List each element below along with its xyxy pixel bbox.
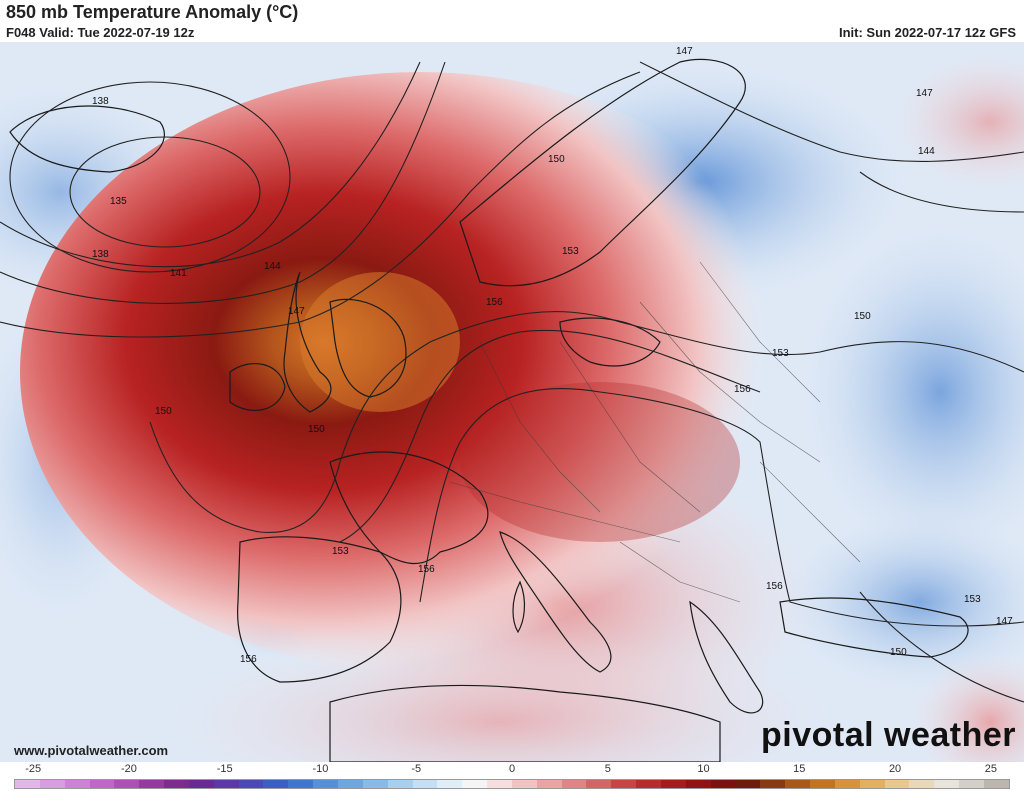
- colorbar-segment: [462, 780, 488, 788]
- contour-label: 150: [155, 406, 172, 417]
- contour-labels: 135 138 138 141 144 147 147 147 144 150 …: [92, 46, 1013, 665]
- colorbar-ticks: -25 -20 -15 -10 -5 0 5 10 15 20 25: [0, 763, 1024, 777]
- map-canvas: 135 138 138 141 144 147 147 147 144 150 …: [0, 42, 1024, 762]
- map-title: 850 mb Temperature Anomaly (°C): [6, 2, 299, 22]
- contour-label: 153: [332, 546, 349, 557]
- colorbar-tick-label: 5: [604, 763, 611, 775]
- colorbar-segment: [213, 780, 239, 788]
- colorbar-tick-label: 20: [888, 763, 902, 775]
- colorbar-segment: [387, 780, 413, 788]
- contour-label: 153: [562, 246, 579, 257]
- forecast-valid-time: F048 Valid: Tue 2022-07-19 12z: [6, 25, 195, 40]
- colorbar-segment: [834, 780, 860, 788]
- colorbar-segment: [337, 780, 363, 788]
- colorbar-segment: [859, 780, 885, 788]
- anomaly-map[interactable]: 135 138 138 141 144 147 147 147 144 150 …: [0, 42, 1024, 762]
- colorbar-segment: [39, 780, 65, 788]
- model-init-time: Init: Sun 2022-07-17 12z GFS: [838, 25, 1016, 40]
- colorbar-segment: [511, 780, 537, 788]
- colorbar-segment: [934, 780, 960, 788]
- contour-label: 135: [110, 196, 127, 207]
- colorbar-segment: [760, 780, 786, 788]
- colorbar-segment: [15, 780, 40, 788]
- colorbar-segment: [735, 780, 761, 788]
- website-label: www.pivotalweather.com: [14, 743, 169, 758]
- contour-label: 147: [288, 306, 305, 317]
- contour-label: 153: [964, 594, 981, 605]
- colorbar-segment: [64, 780, 90, 788]
- colorbar-segment: [313, 780, 338, 788]
- colorbar-segment: [263, 780, 289, 788]
- colorbar-segment: [412, 780, 438, 788]
- brand-logo: pivotal weather: [760, 716, 1016, 754]
- contour-label: 150: [890, 647, 907, 658]
- contour-label: 156: [766, 581, 783, 592]
- colorbar-segment: [636, 780, 661, 788]
- contour-label: 153: [772, 348, 789, 359]
- colorbar-segment: [611, 780, 637, 788]
- contour-label: 150: [854, 311, 871, 322]
- colorbar-segment: [909, 780, 935, 788]
- colorbar-tick-label: -10: [312, 763, 329, 775]
- contour-label: 150: [548, 154, 565, 165]
- colorbar-segment: [561, 780, 587, 788]
- colorbar-segment: [710, 780, 736, 788]
- colorbar-segment: [362, 780, 388, 788]
- colorbar-segment: [238, 780, 264, 788]
- colorbar-segment: [114, 780, 140, 788]
- contour-label: 156: [486, 297, 503, 308]
- contour-label: 138: [92, 96, 109, 107]
- colorbar-tick-label: 25: [984, 763, 997, 775]
- contour-label: 147: [996, 616, 1013, 627]
- anomaly-shading: [0, 52, 1024, 762]
- colorbar-segment: [139, 780, 165, 788]
- contour-label: 156: [734, 384, 751, 395]
- map-header: 850 mb Temperature Anomaly (°C) F048 Val…: [0, 0, 1024, 42]
- contour-label: 156: [240, 654, 257, 665]
- contour-label: 144: [264, 261, 281, 272]
- contour-label: 156: [418, 564, 435, 575]
- colorbar-segment: [437, 780, 463, 788]
- colorbar-tick-label: 15: [793, 763, 806, 775]
- height-contours: [0, 61, 1024, 703]
- colorbar-segment: [288, 780, 314, 788]
- colorbar-segment: [983, 780, 1009, 788]
- contour-label: 150: [308, 424, 325, 435]
- colorbar-segment: [164, 780, 189, 788]
- colorbar-tick-label: -15: [216, 763, 233, 775]
- colorbar-segment: [959, 780, 984, 788]
- colorbar-tick-label: 0: [508, 763, 516, 775]
- colorbar-segment: [536, 780, 562, 788]
- contour-label: 147: [916, 88, 933, 99]
- colorbar-segment: [487, 780, 512, 788]
- colorbar-segment: [685, 780, 711, 788]
- colorbar-segment: [810, 780, 835, 788]
- contour-label: 147: [676, 46, 693, 57]
- colorbar-segment: [89, 780, 115, 788]
- colorbar-tick-label: 10: [697, 763, 710, 775]
- colorbar: [14, 779, 1010, 789]
- colorbar-tick-label: -20: [120, 763, 137, 775]
- colorbar-tick-label: -5: [411, 763, 422, 775]
- colorbar-tick-label: -25: [25, 763, 42, 775]
- contour-label: 138: [92, 249, 109, 260]
- contour-label: 144: [918, 146, 935, 157]
- colorbar-segment: [785, 780, 810, 788]
- colorbar-segment: [586, 780, 612, 788]
- contour-label: 141: [170, 268, 187, 279]
- colorbar-segment: [884, 780, 910, 788]
- colorbar-segment: [660, 780, 686, 788]
- borders: [449, 261, 861, 603]
- colorbar-segment: [188, 780, 214, 788]
